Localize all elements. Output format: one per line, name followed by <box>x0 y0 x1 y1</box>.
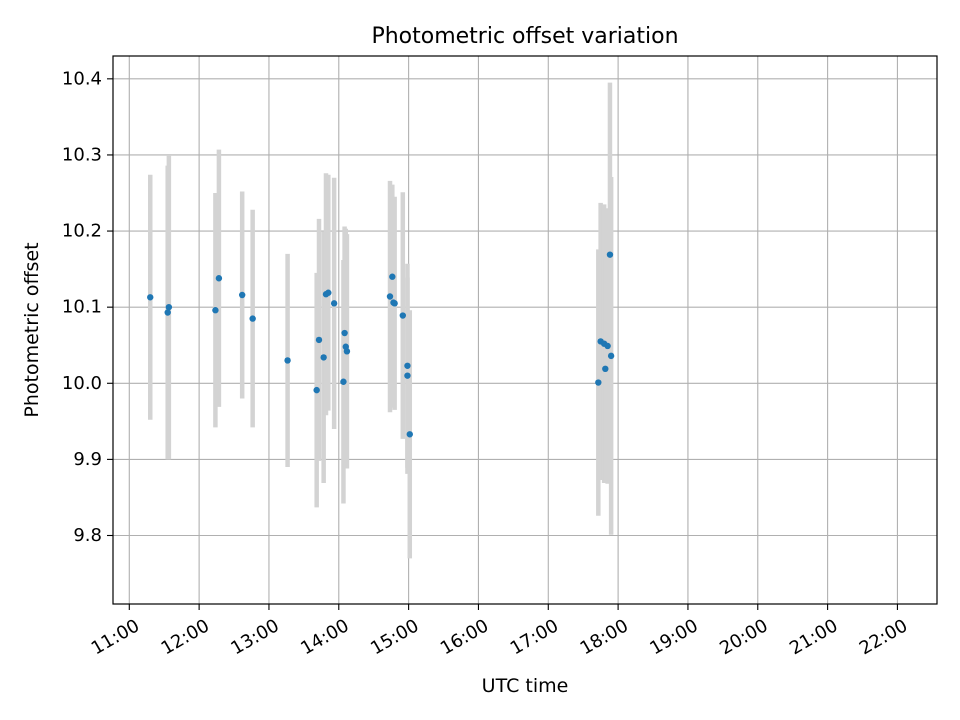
y-tick-label: 10.2 <box>62 221 102 242</box>
y-tick-label: 9.8 <box>73 525 102 546</box>
x-axis-label: UTC time <box>482 675 569 697</box>
data-point <box>313 386 320 394</box>
data-point <box>315 336 323 344</box>
data-point <box>607 352 615 360</box>
grid <box>113 56 937 604</box>
data-point <box>284 357 291 364</box>
data-point <box>341 329 348 337</box>
data-point <box>404 362 411 369</box>
data-point <box>215 275 223 282</box>
markers <box>147 251 615 438</box>
data-point <box>164 309 171 316</box>
chart-title: Photometric offset variation <box>371 24 678 49</box>
data-point <box>238 291 246 299</box>
y-tick-label: 10.3 <box>62 144 102 165</box>
data-point <box>389 273 396 280</box>
data-point <box>399 312 406 319</box>
data-point <box>320 354 327 361</box>
y-axis-label: Photometric offset <box>21 242 43 417</box>
data-point <box>325 289 332 296</box>
y-tick-label: 9.9 <box>73 449 102 470</box>
y-tick-label: 10.4 <box>62 68 102 89</box>
data-point <box>595 379 602 386</box>
data-point <box>604 342 611 350</box>
data-point <box>147 294 154 301</box>
data-point <box>391 300 398 307</box>
data-point <box>212 307 219 314</box>
data-point <box>606 251 614 258</box>
y-axis-ticks: 9.8 9.9 10.0 10.1 10.2 10.3 10.4 <box>62 68 113 546</box>
data-point <box>343 348 351 355</box>
data-point <box>165 303 173 311</box>
data-point <box>386 293 394 300</box>
data-point <box>406 431 413 438</box>
y-tick-label: 10.0 <box>62 373 102 394</box>
data-point <box>340 378 347 385</box>
axes-frame <box>112 55 938 605</box>
data-point <box>602 365 609 373</box>
y-tick-label: 10.1 <box>62 297 102 318</box>
data-point <box>330 300 338 307</box>
data-point <box>404 372 411 379</box>
data-point <box>249 315 256 322</box>
